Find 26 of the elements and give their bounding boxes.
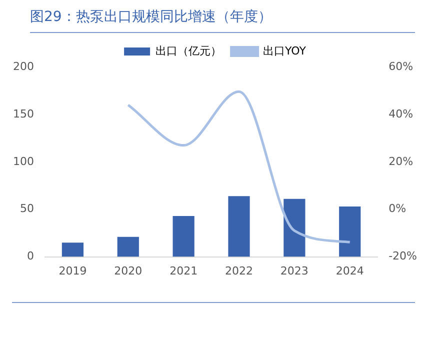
x-tick-label: 2024 [336, 264, 364, 278]
chart-title: 图29：热泵出口规模同比增速（年度） [30, 8, 272, 26]
x-tick-label: 2019 [58, 264, 87, 278]
bar [62, 242, 84, 257]
bar [284, 198, 306, 257]
y-tick-label: 150 [12, 107, 34, 120]
x-tick-label: 2020 [114, 264, 142, 278]
x-tick-label: 2021 [170, 264, 198, 278]
y-tick-label: 100 [12, 154, 34, 168]
y-tick-label: 0 [26, 250, 34, 263]
line-series [126, 90, 352, 244]
y2-tick-label: 40% [388, 107, 414, 120]
bar [172, 216, 194, 257]
legend-label: 出口YOY [263, 44, 306, 58]
y2-tick-label: 60% [388, 60, 414, 73]
bar [339, 206, 361, 257]
bar [228, 196, 250, 257]
y2-tick-label: -20% [388, 250, 418, 263]
y2-tick-label: 20% [388, 154, 414, 168]
bar [117, 236, 139, 257]
y2-tick-label: 0% [388, 202, 406, 216]
y-tick-label: 50 [20, 202, 34, 216]
x-tick-label: 2022 [225, 264, 254, 278]
legend-label: 出口（亿元） [156, 44, 222, 58]
y-tick-label: 200 [12, 60, 34, 73]
x-tick-label: 2023 [280, 264, 308, 278]
